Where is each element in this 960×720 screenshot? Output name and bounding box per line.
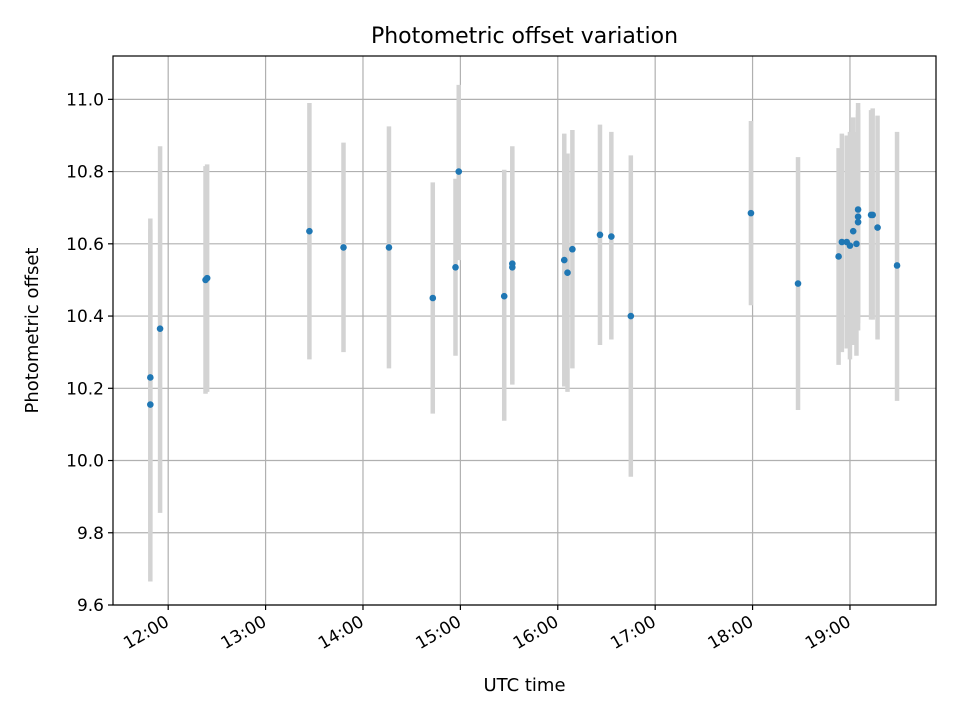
data-point	[385, 244, 393, 251]
y-tick-label: 10.6	[66, 235, 104, 255]
x-axis-label: UTC time	[483, 675, 565, 696]
data-point	[452, 263, 459, 271]
data-point	[500, 292, 508, 300]
data-point	[429, 294, 437, 302]
data-point	[838, 238, 846, 246]
data-point	[147, 401, 154, 408]
plot-area-frame	[112, 55, 937, 606]
data-point	[627, 312, 635, 320]
data-point	[203, 274, 211, 282]
data-point	[893, 262, 901, 269]
data-point	[340, 244, 347, 251]
y-tick-label: 10.0	[66, 452, 104, 472]
data-point	[869, 211, 876, 219]
data-point	[560, 256, 568, 264]
data-point	[156, 325, 164, 332]
y-tick-label: 9.8	[77, 524, 104, 544]
data-point	[147, 374, 154, 381]
data-point	[854, 206, 862, 213]
data-point	[608, 233, 615, 240]
y-axis-label: Photometric offset	[22, 248, 43, 414]
chart-title: Photometric offset variation	[371, 24, 678, 49]
y-axis: 9.6 9.8 10.0 10.2 10.4 10.6 10.8 11.0	[66, 90, 113, 616]
data-point	[306, 227, 313, 235]
data-point	[596, 231, 604, 239]
y-tick-label: 10.2	[66, 379, 104, 399]
data-point	[455, 168, 463, 175]
y-tick-label: 11.0	[66, 90, 104, 110]
data-point	[794, 280, 802, 287]
data-point	[835, 253, 842, 260]
data-points	[147, 168, 901, 408]
data-point	[569, 245, 576, 253]
y-tick-label: 10.8	[66, 163, 104, 183]
data-point	[509, 263, 516, 271]
data-point	[564, 269, 571, 277]
y-tick-label: 9.6	[77, 596, 104, 616]
data-point	[854, 218, 862, 226]
data-point	[846, 242, 854, 249]
data-point	[874, 224, 881, 231]
data-point	[849, 227, 857, 235]
data-point	[853, 240, 860, 248]
y-tick-label: 10.4	[66, 307, 104, 327]
data-point	[747, 209, 755, 217]
data-point	[854, 213, 862, 221]
